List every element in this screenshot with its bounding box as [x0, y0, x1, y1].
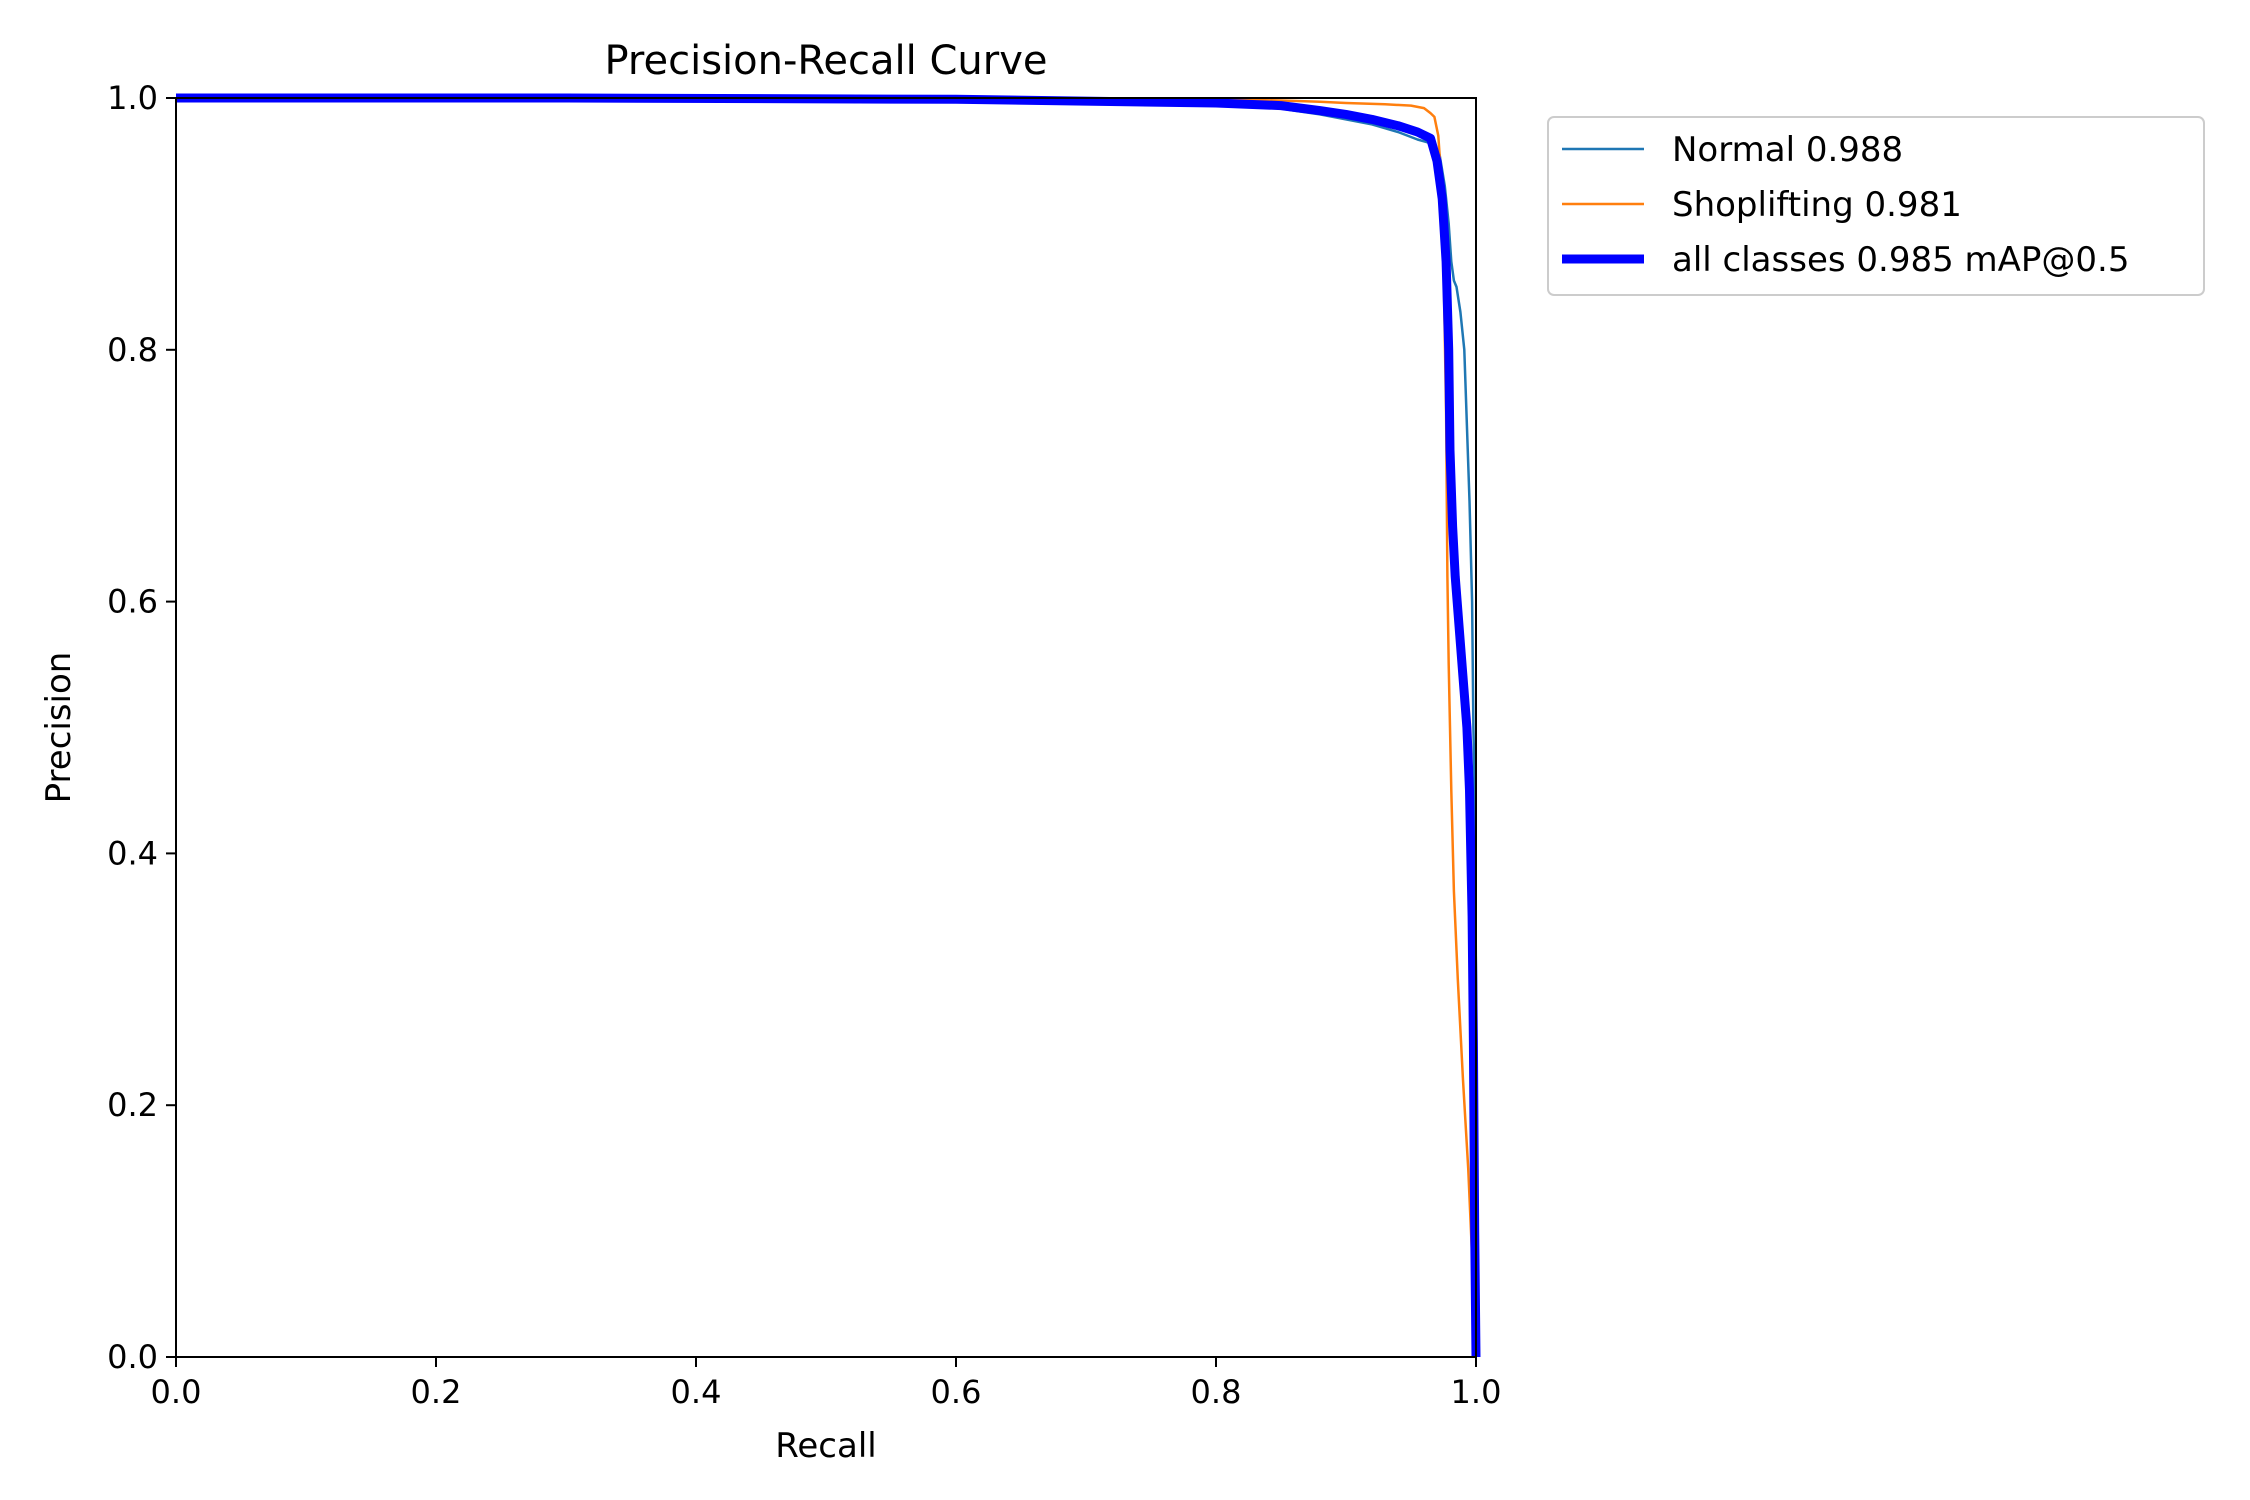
plot-area — [176, 98, 1476, 1357]
legend-label-2: Shoplifting 0.981 — [1672, 185, 1962, 225]
y-tick-label: 1.0 — [107, 79, 158, 117]
y-tick-label: 0.2 — [107, 1086, 158, 1124]
y-tick-label: 0.8 — [107, 331, 158, 369]
y-tick-label: 0.0 — [107, 1338, 158, 1376]
y-axis-label: Precision — [39, 652, 79, 804]
legend-entries: Normal 0.988 Shoplifting 0.981 all classes… — [1562, 130, 2129, 280]
legend: Normal 0.988 Shoplifting 0.981 all classes… — [1547, 116, 2205, 296]
x-tick-label: 0.2 — [411, 1373, 462, 1411]
legend-label-3: all classes 0.985 mAP@0.5 — [1672, 240, 2129, 280]
y-axis-ticks: 0.0 0.2 0.4 0.6 0.8 1.0 — [107, 79, 176, 1376]
x-tick-label: 0.6 — [931, 1373, 982, 1411]
x-tick-label: 0.4 — [671, 1373, 722, 1411]
plot-frame — [175, 97, 1477, 1358]
series-layer — [176, 93, 1481, 1358]
x-tick-label: 0.8 — [1191, 1373, 1242, 1411]
legend-label-1: Normal 0.988 — [1672, 130, 1903, 170]
legend-box — [1547, 116, 2205, 296]
y-tick-label: 0.6 — [107, 583, 158, 621]
y-tick-label: 0.4 — [107, 834, 158, 872]
series-line-3 — [176, 93, 1481, 1358]
x-tick-label: 1.0 — [1451, 1373, 1502, 1411]
x-tick-label: 0.0 — [151, 1373, 202, 1411]
chart-title: Precision-Recall Curve — [605, 38, 1048, 84]
x-axis-label: Recall — [775, 1426, 876, 1466]
x-axis-ticks: 0.0 0.2 0.4 0.6 0.8 1.0 — [151, 1357, 1502, 1411]
